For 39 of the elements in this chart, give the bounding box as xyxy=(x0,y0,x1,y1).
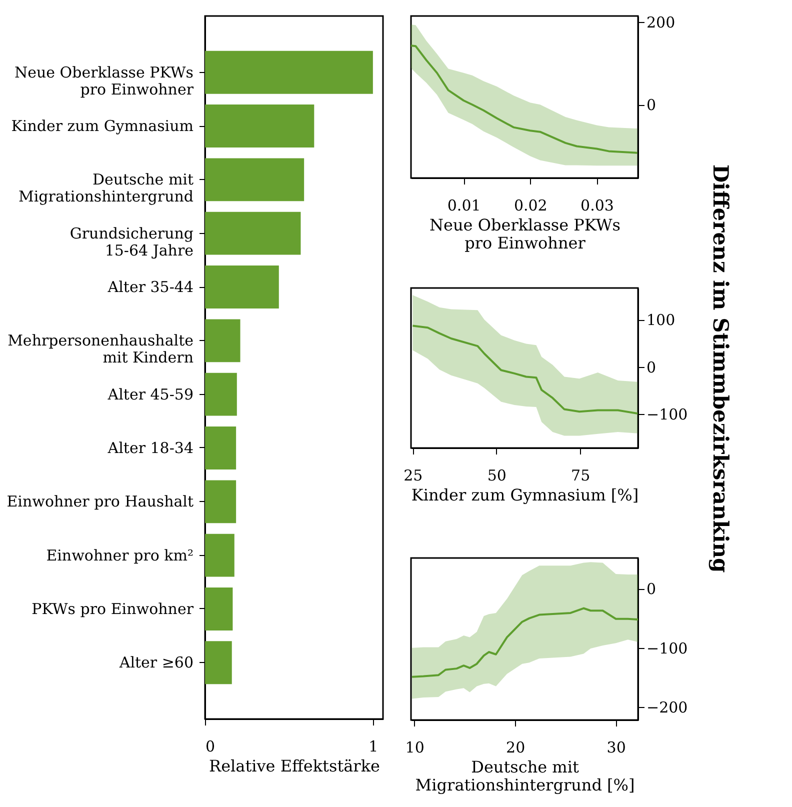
x-tick-label: 1 xyxy=(368,738,378,756)
y-tick-label: 0 xyxy=(646,96,656,114)
y-tick-label: Neue Oberklasse PKWs pro Einwohner xyxy=(14,63,194,98)
y-tick-label: PKWs pro Einwohner xyxy=(32,600,194,618)
x-tick-label: 10 xyxy=(405,738,424,756)
line-series xyxy=(412,324,639,415)
x-tick-label: 75 xyxy=(571,466,590,484)
y-tick-label: −100 xyxy=(646,406,688,424)
x-tick-label: 0.03 xyxy=(580,196,614,214)
x-axis-title: Relative Effektstärke xyxy=(209,756,380,776)
x-tick-label: 0 xyxy=(206,738,216,756)
y-tick-label: Alter 35-44 xyxy=(106,278,194,296)
x-tick-label: 50 xyxy=(487,466,506,484)
y-tick-label: 0 xyxy=(646,580,656,598)
y-tick-label: 0 xyxy=(646,358,656,376)
y-tick-label: Einwohner pro km² xyxy=(46,546,194,564)
x-tick-label: 30 xyxy=(606,738,626,756)
x-tick-label: 0.02 xyxy=(514,196,548,214)
x-axis-title: Neue Oberklasse PKWs pro Einwohner xyxy=(430,216,620,252)
line-series xyxy=(410,44,638,154)
x-tick-label: 0.01 xyxy=(447,196,481,214)
y-tick-label: −100 xyxy=(646,639,688,658)
y-tick-label: 200 xyxy=(646,14,676,32)
y-tick-label: Deutsche mit Migrationshintergrund xyxy=(18,170,194,206)
y-axis-title: Differenz im Stimmbezirksranking xyxy=(708,164,734,573)
line-series xyxy=(411,607,639,678)
y-tick-label: Mehrpersonenhaushalte mit Kindern xyxy=(8,332,194,367)
x-axis-title: Deutsche mit Migrationshintergrund [%] xyxy=(415,758,635,794)
y-tick-label: Alter 45-59 xyxy=(106,385,194,404)
y-tick-label: Alter 18-34 xyxy=(106,438,194,457)
x-tick-label: 25 xyxy=(404,466,423,484)
y-tick-label: Alter ≥60 xyxy=(118,654,194,672)
x-tick-label: 20 xyxy=(506,738,526,756)
y-tick-label: Kinder zum Gymnasium xyxy=(11,117,194,136)
y-tick-label: 100 xyxy=(646,311,676,330)
y-tick-label: Grundsicherung 15-64 Jahre xyxy=(70,224,194,260)
y-tick-label: Einwohner pro Haushalt xyxy=(6,492,194,511)
y-tick-label: −200 xyxy=(646,698,688,716)
x-axis-title: Kinder zum Gymnasium [%] xyxy=(411,486,639,504)
